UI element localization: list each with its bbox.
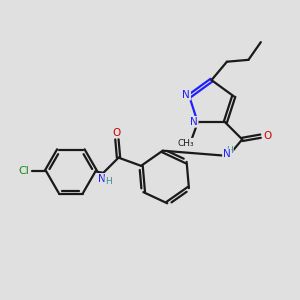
Text: N: N <box>182 90 190 100</box>
Text: N: N <box>190 117 198 127</box>
Text: O: O <box>263 130 271 141</box>
Text: Cl: Cl <box>18 167 29 176</box>
Text: H: H <box>105 177 112 186</box>
Text: CH₃: CH₃ <box>177 139 194 148</box>
Text: H: H <box>226 146 233 155</box>
Text: O: O <box>112 128 120 137</box>
Text: N: N <box>98 174 106 184</box>
Text: N: N <box>223 149 231 159</box>
